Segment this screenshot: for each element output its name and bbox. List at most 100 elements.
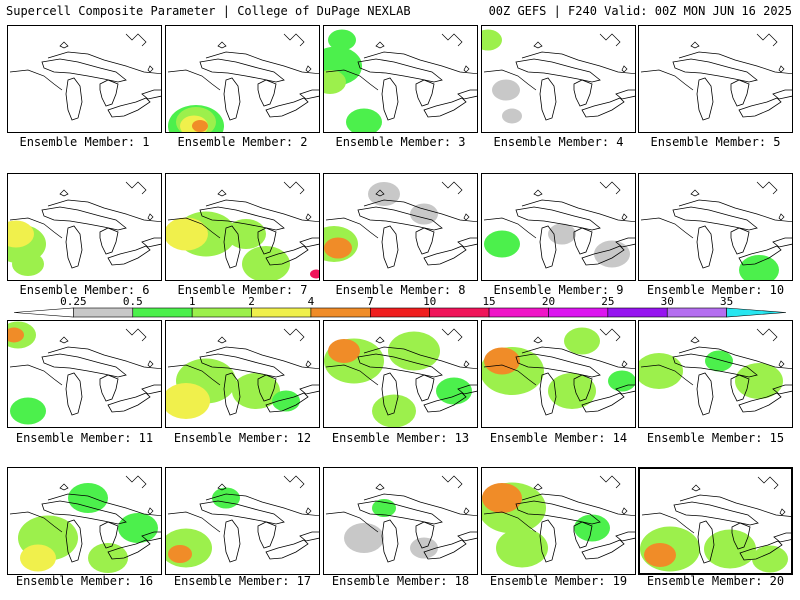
scp-contour-area xyxy=(564,327,600,355)
ensemble-member-label: Ensemble Member: 6 xyxy=(19,283,150,297)
lake-outline xyxy=(107,392,151,413)
color-scale-segment xyxy=(191,307,252,318)
ensemble-member-map-8[interactable] xyxy=(323,173,478,281)
ensemble-member-map-18[interactable] xyxy=(323,467,478,575)
lake-outline xyxy=(199,353,285,378)
color-scale-tick-label: 35 xyxy=(719,295,734,308)
coastline xyxy=(690,41,700,49)
coastline xyxy=(533,41,543,49)
lake-outline xyxy=(381,225,399,269)
coastline xyxy=(217,336,227,344)
coastline xyxy=(483,364,537,386)
ensemble-member-map-4[interactable] xyxy=(481,25,636,133)
lake-outline xyxy=(697,520,715,564)
ensemble-member-map-1[interactable] xyxy=(7,25,162,133)
coastline xyxy=(217,41,227,49)
lake-outline xyxy=(738,392,782,413)
color-scale-segment xyxy=(488,307,549,318)
lake-outline xyxy=(615,384,635,395)
coastline xyxy=(621,360,628,368)
ensemble-member-map-17[interactable] xyxy=(165,467,320,575)
lake-outline xyxy=(773,532,791,543)
coastline xyxy=(463,65,470,73)
lake-outline xyxy=(199,206,285,231)
coastline xyxy=(483,69,537,91)
coastline xyxy=(441,328,463,342)
lake-outline xyxy=(415,79,435,107)
ensemble-member-label: Ensemble Member: 11 xyxy=(15,431,154,445)
lake-outline xyxy=(539,77,557,121)
great-lakes-map-icon xyxy=(640,33,792,121)
lake-outline xyxy=(573,79,593,107)
lake-outline xyxy=(265,539,309,560)
coastline xyxy=(217,189,227,197)
scp-contour-area xyxy=(705,350,733,372)
ensemble-member-map-20[interactable] xyxy=(638,467,793,575)
lake-outline xyxy=(265,245,309,266)
lake-outline xyxy=(357,58,443,83)
scp-contour-area xyxy=(502,108,522,124)
coastline xyxy=(167,511,221,533)
color-scale-segment xyxy=(73,307,134,318)
coastline xyxy=(640,364,694,386)
coastline xyxy=(756,328,778,342)
ensemble-member-label: Ensemble Member: 15 xyxy=(646,431,785,445)
ensemble-member-map-2[interactable] xyxy=(165,25,320,133)
lake-outline xyxy=(299,237,319,248)
coastline xyxy=(375,41,385,49)
ensemble-member-map-3[interactable] xyxy=(323,25,478,133)
coastline xyxy=(305,360,312,368)
lake-outline xyxy=(423,392,467,413)
lake-outline xyxy=(573,374,593,402)
lake-outline xyxy=(515,206,601,231)
scp-contour-area xyxy=(324,70,346,94)
ensemble-member-map-16[interactable] xyxy=(7,467,162,575)
ensemble-member-map-19[interactable] xyxy=(481,467,636,575)
scp-contour-area xyxy=(484,230,520,258)
lake-outline xyxy=(99,227,119,255)
ensemble-member-label: Ensemble Member: 17 xyxy=(173,574,312,588)
coastline xyxy=(678,51,792,75)
coastline xyxy=(521,199,635,223)
coastline xyxy=(47,493,161,517)
lake-outline xyxy=(423,245,467,266)
scp-contour-area xyxy=(272,390,300,412)
ensemble-member-map-5[interactable] xyxy=(638,25,793,133)
ensemble-member-map-11[interactable] xyxy=(7,320,162,428)
coastline xyxy=(205,199,319,223)
lake-outline xyxy=(141,384,161,395)
coastline xyxy=(167,69,221,91)
scp-contour-area xyxy=(192,120,208,132)
lake-outline xyxy=(738,245,782,266)
scp-contour-area xyxy=(752,545,788,573)
lake-outline xyxy=(107,245,151,266)
coastline xyxy=(9,511,63,533)
lake-outline xyxy=(457,531,477,542)
lake-outline xyxy=(99,374,119,402)
lake-outline xyxy=(581,539,625,560)
ensemble-member-map-14[interactable] xyxy=(481,320,636,428)
scp-contour-area xyxy=(226,219,266,249)
lake-outline xyxy=(41,353,127,378)
ensemble-member-map-9[interactable] xyxy=(481,173,636,281)
color-scale-segment xyxy=(726,307,787,318)
ensemble-member-map-10[interactable] xyxy=(638,173,793,281)
color-scale-segment xyxy=(607,307,668,318)
coastline xyxy=(283,33,305,47)
lake-outline xyxy=(615,89,635,100)
coastline xyxy=(441,33,463,47)
ensemble-member-map-15[interactable] xyxy=(638,320,793,428)
lake-outline xyxy=(41,500,127,525)
lake-outline xyxy=(415,374,435,402)
scp-contour-area xyxy=(68,483,108,513)
scp-contour-area xyxy=(548,223,576,245)
coastline xyxy=(283,181,305,195)
lake-outline xyxy=(415,227,435,255)
coastline xyxy=(640,69,694,91)
ensemble-member-map-13[interactable] xyxy=(323,320,478,428)
ensemble-member-map-7[interactable] xyxy=(165,173,320,281)
ensemble-member-map-12[interactable] xyxy=(165,320,320,428)
ensemble-member-map-6[interactable] xyxy=(7,173,162,281)
great-lakes-map-icon xyxy=(639,328,792,416)
color-scale-tick-label: 15 xyxy=(482,295,496,308)
